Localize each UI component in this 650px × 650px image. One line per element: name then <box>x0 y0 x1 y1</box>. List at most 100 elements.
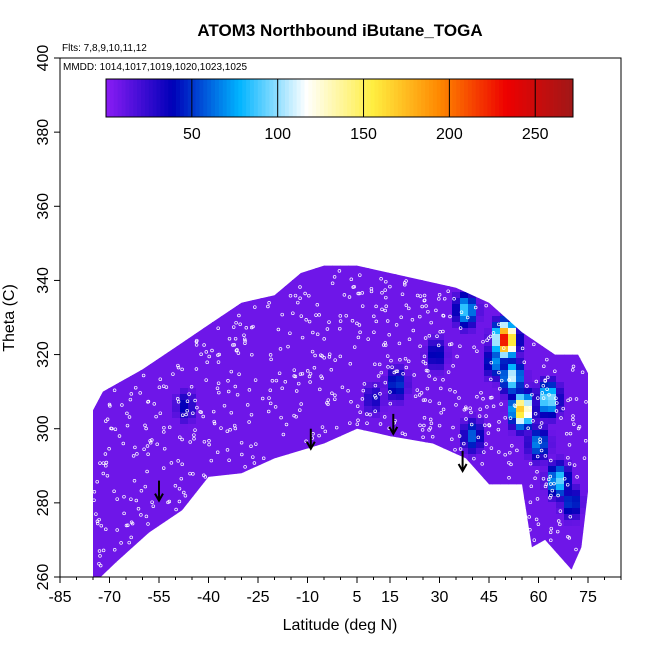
heatmap-cell <box>220 154 229 161</box>
heatmap-cell <box>244 322 253 329</box>
heatmap-cell <box>316 544 325 551</box>
heatmap-cell <box>156 328 165 335</box>
heatmap-cell <box>196 448 205 455</box>
heatmap-cell <box>396 244 405 251</box>
heatmap-cell <box>236 364 245 371</box>
heatmap-cell <box>396 316 405 323</box>
heatmap-cell <box>476 322 485 329</box>
heatmap-cell <box>412 526 421 533</box>
heatmap-cell <box>396 298 405 305</box>
heatmap-cell <box>348 298 357 305</box>
heatmap-cell <box>140 136 149 143</box>
heatmap-cell <box>276 190 285 197</box>
heatmap-cell <box>252 544 261 551</box>
heatmap-cell <box>164 478 173 485</box>
heatmap-cell <box>148 508 157 515</box>
heatmap-cell <box>356 172 365 179</box>
heatmap-cell <box>244 220 253 227</box>
heatmap-cell <box>93 532 101 539</box>
heatmap-cell <box>300 268 309 275</box>
heatmap-cell <box>436 322 445 329</box>
heatmap-cell <box>508 214 517 221</box>
heatmap-cell <box>84 322 93 329</box>
heatmap-cell <box>100 400 109 407</box>
heatmap-cell <box>380 520 389 527</box>
heatmap-cell <box>476 478 485 485</box>
heatmap-cell <box>196 322 205 329</box>
heatmap-cell <box>148 568 157 575</box>
heatmap-cell <box>380 514 389 521</box>
heatmap-cell <box>260 154 269 161</box>
heatmap-cell <box>492 64 501 71</box>
heatmap-cell <box>404 496 413 503</box>
heatmap-cell <box>476 172 485 179</box>
heatmap-cell <box>68 304 77 311</box>
heatmap-cell <box>500 526 509 533</box>
heatmap-cell <box>380 184 389 191</box>
heatmap-cell <box>244 550 253 557</box>
heatmap-cell <box>356 394 365 401</box>
heatmap-cell <box>484 406 493 413</box>
heatmap-cell <box>172 184 181 191</box>
heatmap-cell <box>236 508 245 515</box>
heatmap-cell <box>76 400 85 407</box>
heatmap-cell <box>260 340 269 347</box>
heatmap-cell <box>172 472 181 479</box>
heatmap-cell <box>348 166 357 173</box>
heatmap-cell <box>220 466 229 473</box>
heatmap-cell <box>476 484 485 491</box>
heatmap-cell <box>100 184 109 191</box>
heatmap-cell <box>452 526 461 533</box>
heatmap-cell <box>236 196 245 203</box>
heatmap-cell <box>156 196 165 203</box>
heatmap-cell <box>292 484 301 491</box>
heatmap-cell <box>156 436 165 443</box>
heatmap-cell <box>332 184 341 191</box>
heatmap-cell <box>84 136 93 143</box>
heatmap-cell <box>324 478 333 485</box>
heatmap-cell <box>364 376 373 383</box>
heatmap-cell <box>68 406 77 413</box>
heatmap-cell <box>180 298 189 305</box>
heatmap-cell <box>444 298 453 305</box>
heatmap-cell <box>308 526 317 533</box>
heatmap-cell <box>420 382 429 389</box>
heatmap-cell <box>244 556 253 563</box>
heatmap-cell <box>412 172 421 179</box>
heatmap-cell <box>404 430 413 437</box>
heatmap-cell <box>364 568 373 575</box>
heatmap-cell <box>404 556 413 563</box>
heatmap-cell <box>428 316 437 323</box>
heatmap-cell <box>340 406 349 413</box>
heatmap-cell <box>404 562 413 569</box>
heatmap-cell <box>172 370 181 377</box>
heatmap-cell <box>500 370 509 377</box>
heatmap-cell <box>276 202 285 209</box>
heatmap-cell <box>460 244 469 251</box>
heatmap-cell <box>348 442 357 449</box>
heatmap-cell <box>500 364 509 371</box>
heatmap-cell <box>460 484 469 491</box>
heatmap-cell <box>148 430 157 437</box>
heatmap-cell <box>412 496 421 503</box>
heatmap-cell <box>244 376 253 383</box>
heatmap-cell <box>140 190 149 197</box>
heatmap-cell <box>428 340 437 347</box>
heatmap-cell <box>180 250 189 257</box>
heatmap-cell <box>308 166 317 173</box>
heatmap-cell <box>76 136 85 143</box>
heatmap-cell <box>116 274 125 281</box>
heatmap-cell <box>68 346 77 353</box>
heatmap-cell <box>476 412 485 419</box>
heatmap-cell <box>484 256 493 263</box>
heatmap-cell <box>412 484 421 491</box>
heatmap-cell <box>100 538 109 545</box>
heatmap-cell <box>116 352 125 359</box>
heatmap-cell <box>228 118 237 125</box>
heatmap-cell <box>492 148 501 155</box>
heatmap-cell <box>364 160 373 167</box>
heatmap-cell <box>164 562 173 569</box>
heatmap-cell <box>404 436 413 443</box>
heatmap-cell <box>388 124 397 131</box>
heatmap-cell <box>348 520 357 527</box>
